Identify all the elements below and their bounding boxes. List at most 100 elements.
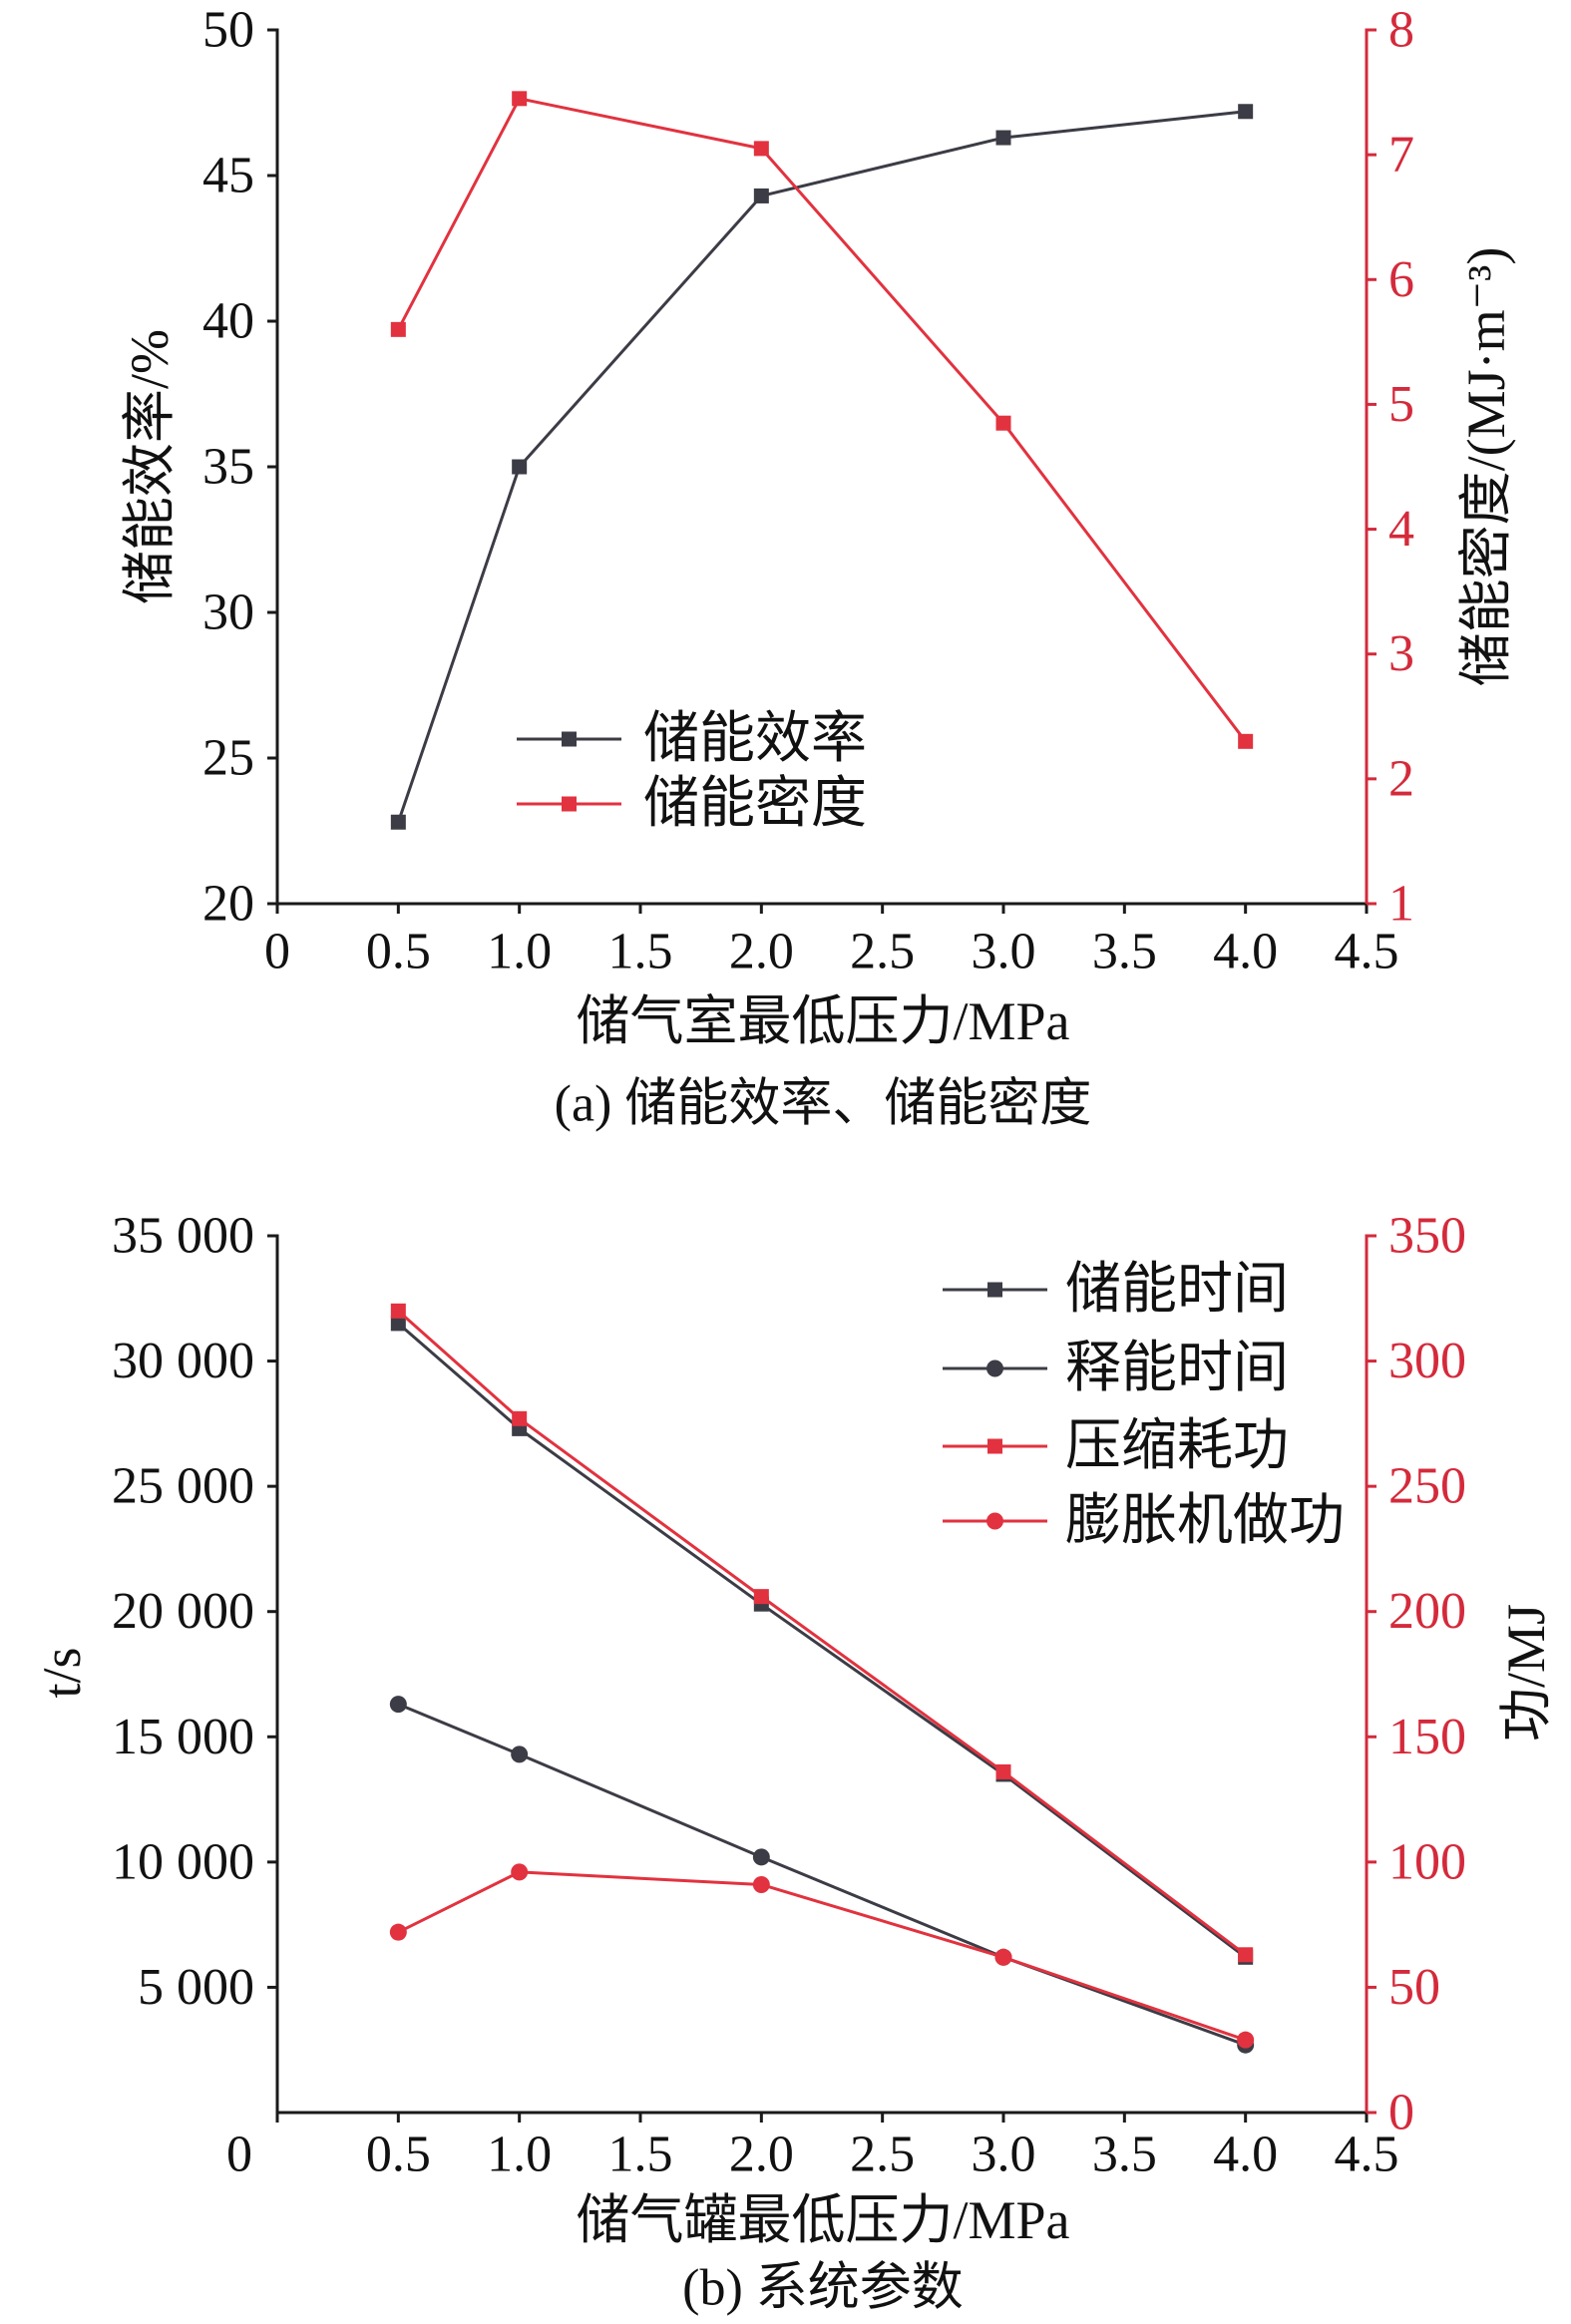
chart-a-caption: (a) 储能效率、储能密度 xyxy=(555,1076,1092,1133)
chart-a-legend-marker-1 xyxy=(562,796,577,812)
chart-b-series-3-point-3 xyxy=(994,1948,1012,1966)
chart-b-xtick-label: 0.5 xyxy=(366,2127,431,2183)
chart-a-xtick-label: 0.5 xyxy=(366,924,431,980)
chart-b-legend-marker-3 xyxy=(986,1512,1003,1530)
chart-a-ytick-left-label: 20 xyxy=(202,876,254,933)
chart-a: 0 0.5 1.0 1.5 2.0 2.5 3.0 3.5 4.0 4.5202530354045… xyxy=(120,2,1516,1133)
chart-a-xtick-label: 1.5 xyxy=(608,924,673,980)
chart-a-xtick-label: 3.5 xyxy=(1092,924,1157,980)
chart-b-legend-marker-1 xyxy=(986,1359,1003,1377)
chart-b-xtick-label: 2.0 xyxy=(729,2127,794,2183)
chart-a-legend-marker-0 xyxy=(562,731,577,747)
chart-a-series-0-point-3 xyxy=(995,130,1011,146)
chart-b-ytick-right-label: 100 xyxy=(1388,1833,1466,1890)
chart-b-series-3 xyxy=(389,1863,1255,2049)
chart-b-series-1-point-2 xyxy=(752,1848,770,1866)
chart-b-ytick-right-label: 150 xyxy=(1388,1709,1466,1765)
chart-b-ytick-right-label: 200 xyxy=(1388,1583,1466,1640)
chart-a-xtick-label: 0 xyxy=(264,924,290,980)
chart-a-xtick-label: 2.0 xyxy=(729,924,794,980)
chart-b-series-3-point-4 xyxy=(1237,2031,1255,2049)
chart-b-xtick-label: 0 xyxy=(226,2127,252,2183)
chart-b-series-3-line xyxy=(397,1870,1247,2042)
chart-b-legend-label-3: 膨胀机做功 xyxy=(1065,1490,1345,1552)
chart-b-legend-marker-0 xyxy=(987,1282,1002,1298)
chart-a-series-1-point-4 xyxy=(1238,733,1254,749)
chart-a-x-axis-label: 储气室最低压力/MPa xyxy=(576,991,1069,1051)
chart-a-ytick-right-label: 3 xyxy=(1388,625,1414,682)
chart-b-caption: (b) 系统参数 xyxy=(682,2260,964,2317)
chart-b-series-1-point-1 xyxy=(511,1745,529,1763)
chart-b-series-2-point-0 xyxy=(390,1303,406,1319)
chart-a-ytick-right-label: 8 xyxy=(1388,2,1414,59)
chart-b-xtick-label: 3.0 xyxy=(972,2127,1036,2183)
chart-a-ytick-left-label: 30 xyxy=(202,584,254,641)
chart-a-ytick-left-label: 25 xyxy=(202,730,254,787)
chart-a-legend-label-0: 储能效率 xyxy=(643,708,867,770)
chart-a-series-0-point-1 xyxy=(512,459,528,475)
chart-b-series-2-point-2 xyxy=(753,1589,769,1605)
chart-b-xtick-label: 4.0 xyxy=(1213,2127,1278,2183)
chart-b-y-axis-label-right: 功/MJ xyxy=(1496,1604,1556,1742)
chart-b-ytick-left-label: 30 000 xyxy=(112,1333,254,1389)
chart-b-legend-label-0: 储能时间 xyxy=(1065,1259,1289,1321)
chart-a-series-0 xyxy=(390,104,1254,830)
chart-b-xtick-label: 2.5 xyxy=(850,2127,915,2183)
chart-a-series-1-point-0 xyxy=(390,321,406,337)
chart-b-ytick-right-label: 50 xyxy=(1388,1959,1440,2016)
chart-b-ytick-right-label: 350 xyxy=(1388,1208,1466,1265)
chart-b-xtick-label: 1.0 xyxy=(487,2127,552,2183)
chart-b-legend-marker-2 xyxy=(987,1438,1002,1454)
chart-b-xtick-label: 4.5 xyxy=(1335,2127,1399,2183)
chart-b-series-3-point-0 xyxy=(389,1923,407,1941)
chart-b-x-axis-label: 储气罐最低压力/MPa xyxy=(576,2190,1069,2250)
chart-b-y-axis-label-left: t/s xyxy=(32,1647,92,1698)
chart-b-series-2-point-4 xyxy=(1238,1947,1254,1963)
chart-b-ytick-left-label: 25 000 xyxy=(112,1458,254,1515)
chart-a-xtick-label: 4.0 xyxy=(1213,924,1278,980)
chart-b-ytick-right-label: 250 xyxy=(1388,1458,1466,1515)
chart-b-series-1-point-0 xyxy=(389,1696,407,1714)
chart-a-series-0-point-4 xyxy=(1238,104,1254,120)
chart-b-ytick-right-label: 0 xyxy=(1388,2085,1414,2141)
chart-a-ytick-left-label: 45 xyxy=(202,148,254,204)
chart-a-series-1-point-1 xyxy=(512,91,528,107)
chart-a-y-axis-label-right: 储能密度/(MJ·m⁻³) xyxy=(1456,247,1516,687)
chart-a-xtick-label: 4.5 xyxy=(1335,924,1399,980)
chart-a-ytick-right-label: 5 xyxy=(1388,376,1414,433)
chart-a-ytick-right-label: 4 xyxy=(1388,501,1414,558)
chart-a-ytick-right-label: 7 xyxy=(1388,127,1414,184)
chart-b-ytick-left-label: 5 000 xyxy=(138,1959,254,2016)
chart-b: 0 0.5 1.0 1.5 2.0 2.5 3.0 3.5 4.0 4.5 5 000 10 000 1… xyxy=(32,1208,1556,2317)
chart-a-ytick-right-label: 2 xyxy=(1388,750,1414,807)
chart-a-xtick-label: 2.5 xyxy=(850,924,915,980)
chart-a-series-1-line xyxy=(397,97,1247,743)
chart-a-ytick-left-label: 40 xyxy=(202,293,254,350)
chart-a-series-1-point-2 xyxy=(753,141,769,157)
chart-a-ytick-left-label: 35 xyxy=(202,439,254,496)
chart-b-legend-label-1: 释能时间 xyxy=(1065,1338,1289,1399)
chart-a-ytick-right-label: 1 xyxy=(1388,876,1414,933)
chart-b-ytick-right-label: 300 xyxy=(1388,1333,1466,1389)
chart-b-ytick-left-label: 10 000 xyxy=(112,1833,254,1890)
chart-a-series-1 xyxy=(390,91,1254,749)
chart-a-xtick-label: 3.0 xyxy=(972,924,1036,980)
chart-a-series-0-point-2 xyxy=(753,188,769,203)
chart-a-y-axis-label-left: 储能效率/% xyxy=(120,329,180,604)
chart-b-ytick-left-label: 15 000 xyxy=(112,1709,254,1765)
chart-b-series-2 xyxy=(390,1303,1254,1963)
chart-a-series-1-point-3 xyxy=(995,415,1011,431)
chart-b-series-3-point-1 xyxy=(511,1863,529,1881)
chart-a-xtick-label: 1.0 xyxy=(487,924,552,980)
chart-a-legend-label-1: 储能密度 xyxy=(643,773,867,835)
chart-b-series-2-point-3 xyxy=(995,1763,1011,1779)
chart-b-ytick-left-label: 20 000 xyxy=(112,1583,254,1640)
chart-b-xtick-label: 1.5 xyxy=(608,2127,673,2183)
chart-b-series-2-point-1 xyxy=(512,1410,528,1426)
chart-a-ytick-right-label: 6 xyxy=(1388,251,1414,308)
chart-a-ytick-left-label: 50 xyxy=(202,2,254,59)
chart-a-series-0-point-0 xyxy=(390,814,406,830)
